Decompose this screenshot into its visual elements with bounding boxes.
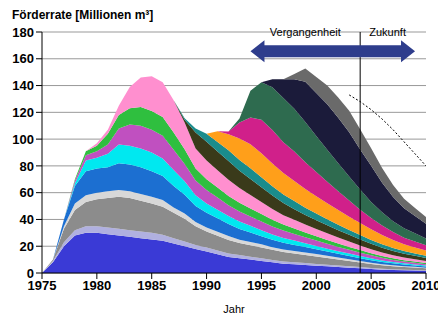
svg-text:80: 80 (20, 159, 34, 174)
svg-text:2010: 2010 (412, 278, 438, 293)
svg-text:120: 120 (12, 105, 34, 120)
svg-text:60: 60 (20, 185, 34, 200)
svg-text:1985: 1985 (137, 278, 166, 293)
svg-text:100: 100 (12, 132, 34, 147)
svg-text:1980: 1980 (82, 278, 111, 293)
svg-text:0: 0 (27, 266, 34, 281)
html-text:Förderrate [Millionen m³]: Förderrate [Millionen m³] (12, 8, 154, 22)
svg-text:2005: 2005 (357, 278, 386, 293)
svg-text:Vergangenheit: Vergangenheit (270, 26, 341, 38)
svg-text:160: 160 (12, 51, 34, 66)
svg-text:1990: 1990 (192, 278, 221, 293)
svg-text:180: 180 (12, 25, 34, 40)
svg-text:Zukunft: Zukunft (369, 26, 406, 38)
svg-text:20: 20 (20, 239, 34, 254)
svg-text:Jahr: Jahr (223, 303, 245, 313)
svg-text:140: 140 (12, 78, 34, 93)
svg-text:1975: 1975 (27, 278, 57, 294)
svg-text:2000: 2000 (302, 278, 331, 293)
svg-text:40: 40 (20, 212, 34, 227)
svg-text:1995: 1995 (247, 278, 276, 293)
